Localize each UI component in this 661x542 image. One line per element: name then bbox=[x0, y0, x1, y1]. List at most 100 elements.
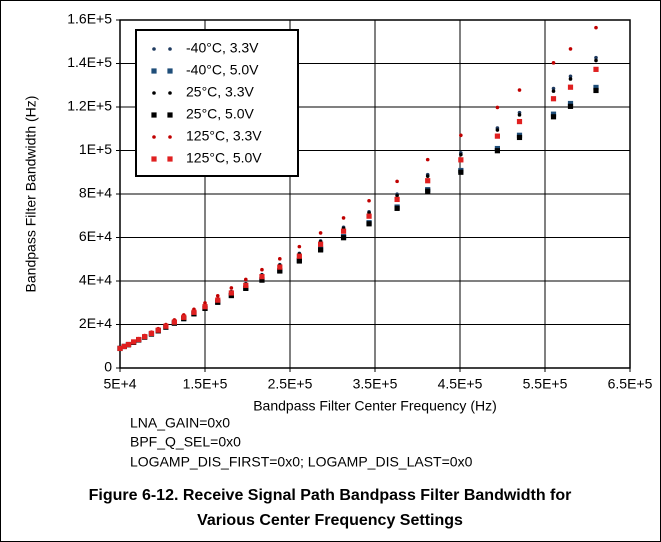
point bbox=[568, 74, 573, 79]
x-tick-label: 2.5E+5 bbox=[268, 376, 313, 392]
point bbox=[243, 282, 249, 288]
point bbox=[567, 84, 574, 90]
point bbox=[517, 113, 522, 117]
point bbox=[367, 198, 371, 203]
point bbox=[459, 152, 463, 157]
point bbox=[551, 86, 556, 91]
legend-label: 25°C, 5.0V bbox=[186, 106, 255, 122]
point bbox=[277, 264, 283, 270]
y-tick-label: 0 bbox=[104, 359, 112, 375]
legend-label: 125°C, 5.0V bbox=[186, 150, 262, 166]
point bbox=[425, 188, 431, 194]
point bbox=[568, 77, 573, 81]
point bbox=[568, 47, 573, 51]
point bbox=[567, 100, 574, 107]
point bbox=[395, 179, 399, 184]
point bbox=[244, 277, 248, 282]
y-tick-label: 1E+5 bbox=[79, 141, 112, 157]
point bbox=[593, 84, 599, 91]
point bbox=[517, 88, 522, 92]
point bbox=[550, 111, 557, 117]
y-tick-label: 4E+4 bbox=[79, 272, 112, 288]
x-tick-label: 5E+4 bbox=[103, 376, 136, 392]
point bbox=[243, 285, 249, 291]
point bbox=[318, 247, 324, 253]
point bbox=[318, 241, 324, 247]
point bbox=[594, 25, 598, 30]
point bbox=[341, 216, 346, 220]
point bbox=[191, 309, 197, 315]
legend-label: -40°C, 5.0V bbox=[186, 62, 259, 78]
point bbox=[131, 339, 137, 345]
point bbox=[202, 304, 208, 310]
y-tick-label: 6E+4 bbox=[79, 228, 112, 244]
legend-marker bbox=[151, 112, 157, 118]
x-tick-label: 5.5E+5 bbox=[523, 376, 568, 392]
x-tick-label: 6.5E+5 bbox=[608, 376, 653, 392]
point bbox=[551, 89, 556, 93]
point bbox=[425, 178, 431, 184]
point bbox=[318, 231, 323, 235]
y-tick-label: 8E+4 bbox=[79, 185, 112, 201]
point bbox=[567, 103, 574, 109]
point bbox=[425, 157, 430, 162]
point bbox=[163, 323, 169, 329]
point bbox=[425, 174, 430, 178]
x-tick-label: 4.5E+5 bbox=[438, 376, 483, 392]
point bbox=[215, 297, 221, 303]
point bbox=[459, 133, 463, 138]
point bbox=[593, 66, 599, 72]
legend-marker bbox=[168, 47, 172, 51]
point bbox=[494, 148, 500, 154]
legend-label: -40°C, 3.3V bbox=[186, 40, 259, 56]
legend-marker bbox=[168, 91, 172, 95]
point bbox=[494, 133, 500, 139]
note: LOGAMP_DIS_FIRST=0x0; LOGAMP_DIS_LAST=0x… bbox=[130, 454, 473, 470]
point bbox=[259, 277, 265, 283]
note: BPF_Q_SEL=0x0 bbox=[130, 434, 241, 450]
point bbox=[121, 343, 127, 350]
legend-marker bbox=[152, 91, 156, 95]
point bbox=[229, 286, 234, 290]
point bbox=[340, 235, 347, 241]
y-tick-label: 1.4E+5 bbox=[67, 54, 112, 70]
point bbox=[297, 244, 302, 249]
point bbox=[551, 61, 556, 65]
point bbox=[125, 341, 132, 348]
point bbox=[550, 96, 557, 102]
point bbox=[296, 253, 302, 259]
point bbox=[593, 87, 599, 94]
point bbox=[495, 105, 500, 110]
point bbox=[394, 205, 400, 211]
legend-marker bbox=[152, 135, 156, 139]
point bbox=[228, 292, 234, 299]
point bbox=[155, 327, 161, 333]
point bbox=[340, 228, 347, 234]
x-axis-title: Bandpass Filter Center Frequency (Hz) bbox=[253, 398, 497, 414]
y-tick-label: 1.6E+5 bbox=[67, 11, 112, 27]
point bbox=[395, 193, 399, 198]
caption: Figure 6-12. Receive Signal Path Bandpas… bbox=[89, 487, 572, 504]
point bbox=[278, 257, 282, 261]
point bbox=[277, 268, 283, 274]
y-axis-title: Bandpass Filter Bandwidth (Hz) bbox=[23, 96, 39, 293]
x-tick-label: 1.5E+5 bbox=[183, 376, 228, 392]
legend-marker bbox=[167, 112, 173, 118]
legend-label: 125°C, 3.3V bbox=[186, 128, 262, 144]
point bbox=[148, 330, 155, 337]
point bbox=[594, 58, 598, 63]
point bbox=[394, 196, 400, 203]
point bbox=[203, 301, 207, 305]
point bbox=[366, 213, 372, 219]
point bbox=[260, 267, 264, 272]
legend-marker bbox=[168, 135, 172, 139]
y-tick-label: 2E+4 bbox=[79, 315, 112, 331]
point bbox=[495, 128, 500, 132]
caption: Various Center Frequency Settings bbox=[197, 512, 463, 529]
point bbox=[458, 169, 464, 175]
note: LNA_GAIN=0x0 bbox=[130, 415, 230, 431]
plot-area bbox=[119, 19, 631, 369]
legend-marker bbox=[152, 47, 156, 51]
point bbox=[117, 345, 123, 352]
